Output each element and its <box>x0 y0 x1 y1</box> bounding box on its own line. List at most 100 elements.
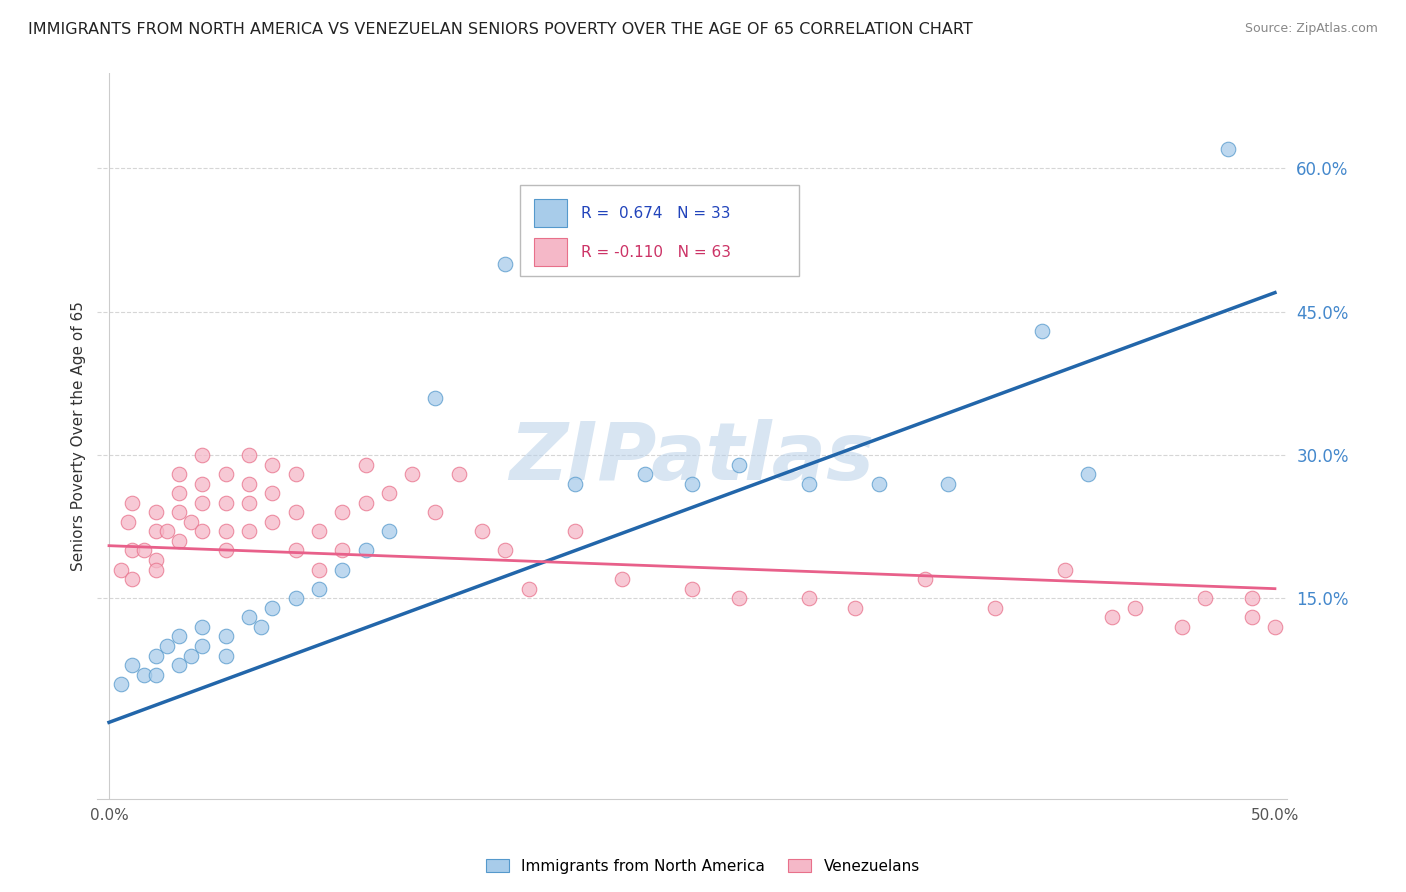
Point <box>447 467 470 481</box>
Point <box>634 467 657 481</box>
Point <box>145 505 167 519</box>
Point <box>378 524 401 539</box>
Point <box>145 667 167 681</box>
Point <box>1240 610 1263 624</box>
Text: IMMIGRANTS FROM NORTH AMERICA VS VENEZUELAN SENIORS POVERTY OVER THE AGE OF 65 C: IMMIGRANTS FROM NORTH AMERICA VS VENEZUE… <box>28 22 973 37</box>
Point <box>1194 591 1216 606</box>
Point <box>167 658 190 673</box>
Point <box>517 582 540 596</box>
Point <box>167 629 190 643</box>
Point <box>156 639 179 653</box>
Point <box>868 476 890 491</box>
Point <box>378 486 401 500</box>
Point <box>844 600 866 615</box>
Point <box>110 563 132 577</box>
Text: Source: ZipAtlas.com: Source: ZipAtlas.com <box>1244 22 1378 36</box>
Point <box>145 648 167 663</box>
Point <box>121 658 143 673</box>
Point <box>262 515 284 529</box>
Point <box>938 476 960 491</box>
Point <box>121 572 143 586</box>
Point <box>156 524 179 539</box>
Point <box>262 458 284 472</box>
Legend: Immigrants from North America, Venezuelans: Immigrants from North America, Venezuela… <box>481 853 925 880</box>
Point <box>354 496 377 510</box>
Point <box>167 486 190 500</box>
Point <box>191 448 214 462</box>
Point <box>238 610 260 624</box>
Point <box>180 648 202 663</box>
Point <box>330 543 353 558</box>
Point <box>110 677 132 691</box>
Point <box>1031 324 1053 338</box>
Point <box>284 543 307 558</box>
Point <box>564 524 586 539</box>
Point <box>214 496 236 510</box>
Point <box>262 486 284 500</box>
Point <box>308 524 330 539</box>
Point <box>132 667 155 681</box>
Bar <box>534 199 567 227</box>
Point <box>1264 620 1286 634</box>
Point <box>121 496 143 510</box>
Point <box>191 620 214 634</box>
Point <box>214 524 236 539</box>
Point <box>401 467 423 481</box>
Point <box>191 496 214 510</box>
Point <box>238 524 260 539</box>
Point <box>727 458 749 472</box>
Point <box>1054 563 1077 577</box>
Point <box>681 476 703 491</box>
Point <box>1170 620 1192 634</box>
Point <box>284 591 307 606</box>
Point <box>284 505 307 519</box>
Point <box>914 572 936 586</box>
Point <box>191 476 214 491</box>
Point <box>308 582 330 596</box>
Text: R = -0.110   N = 63: R = -0.110 N = 63 <box>581 244 731 260</box>
Point <box>330 563 353 577</box>
Point <box>984 600 1007 615</box>
Point <box>117 515 139 529</box>
Point <box>214 467 236 481</box>
Point <box>167 505 190 519</box>
Point <box>145 524 167 539</box>
Point <box>1240 591 1263 606</box>
Point <box>191 524 214 539</box>
Bar <box>534 238 567 266</box>
Point <box>180 515 202 529</box>
Y-axis label: Seniors Poverty Over the Age of 65: Seniors Poverty Over the Age of 65 <box>72 301 86 571</box>
Point <box>610 572 633 586</box>
Point <box>145 563 167 577</box>
Point <box>797 591 820 606</box>
Point <box>1123 600 1146 615</box>
Point <box>494 543 516 558</box>
Point <box>284 467 307 481</box>
Point <box>132 543 155 558</box>
Point <box>262 600 284 615</box>
Point <box>564 476 586 491</box>
Point <box>214 629 236 643</box>
Point <box>214 543 236 558</box>
Point <box>145 553 167 567</box>
Point <box>681 582 703 596</box>
Point <box>425 391 447 405</box>
Text: R =  0.674   N = 33: R = 0.674 N = 33 <box>581 205 731 220</box>
Point <box>727 591 749 606</box>
Point <box>167 533 190 548</box>
Point <box>494 257 516 271</box>
Point <box>238 448 260 462</box>
Point <box>1101 610 1123 624</box>
Point <box>354 458 377 472</box>
Point <box>191 639 214 653</box>
Point <box>1077 467 1099 481</box>
Point <box>238 496 260 510</box>
Point <box>471 524 494 539</box>
Point <box>121 543 143 558</box>
Point <box>354 543 377 558</box>
Point <box>425 505 447 519</box>
Point <box>330 505 353 519</box>
Point <box>249 620 271 634</box>
Point <box>167 467 190 481</box>
Point <box>238 476 260 491</box>
